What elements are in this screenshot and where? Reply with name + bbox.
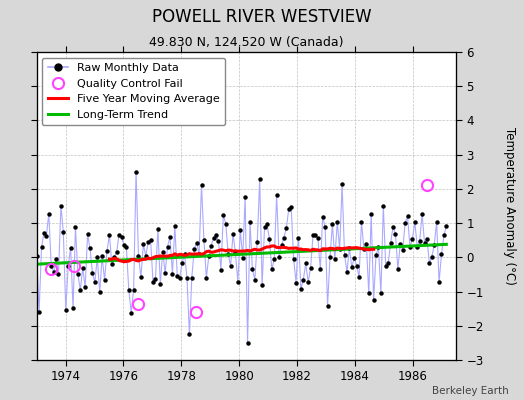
Legend: Raw Monthly Data, Quality Control Fail, Five Year Moving Average, Long-Term Tren: Raw Monthly Data, Quality Control Fail, …	[42, 58, 225, 125]
Text: POWELL RIVER WESTVIEW: POWELL RIVER WESTVIEW	[152, 8, 372, 26]
Title: 49.830 N, 124.520 W (Canada): 49.830 N, 124.520 W (Canada)	[149, 36, 344, 50]
Text: Berkeley Earth: Berkeley Earth	[432, 386, 508, 396]
Y-axis label: Temperature Anomaly (°C): Temperature Anomaly (°C)	[503, 127, 516, 285]
